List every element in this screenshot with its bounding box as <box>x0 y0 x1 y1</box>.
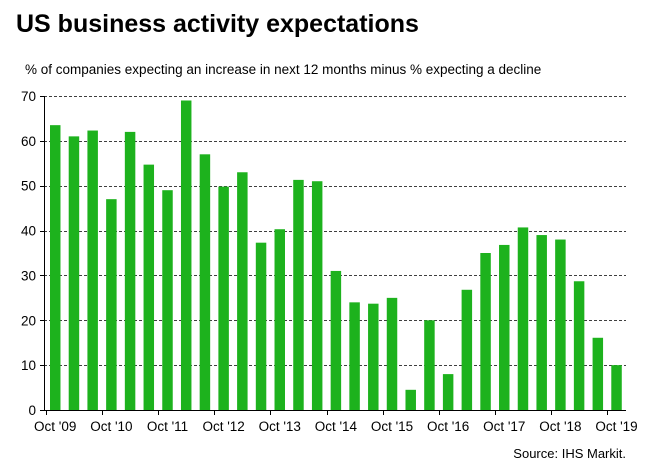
y-tick-label: 50 <box>21 179 36 194</box>
bars <box>50 100 622 411</box>
bar <box>461 289 473 410</box>
x-tick-label: Oct '13 <box>259 419 301 434</box>
bar <box>143 164 155 410</box>
bar <box>480 253 491 410</box>
bar <box>517 227 529 410</box>
bar <box>87 130 98 411</box>
bar <box>386 297 398 410</box>
bar <box>274 229 285 410</box>
bar <box>68 136 80 410</box>
bar <box>424 320 435 410</box>
y-tick-label: 60 <box>21 134 36 149</box>
bar <box>330 270 342 410</box>
y-tick-label: 70 <box>21 89 36 104</box>
y-tick-label: 30 <box>21 268 36 283</box>
y-tick-label: 10 <box>21 358 36 373</box>
chart-subtitle: % of companies expecting an increase in … <box>25 62 542 77</box>
bar <box>237 172 248 410</box>
bar <box>50 125 61 410</box>
bar <box>255 242 267 410</box>
bar <box>293 179 304 410</box>
bar <box>573 281 585 410</box>
axes <box>40 96 626 415</box>
bar <box>499 244 510 410</box>
x-tick-label: Oct '09 <box>34 419 76 434</box>
bar <box>124 131 136 410</box>
bar <box>311 181 323 410</box>
x-tick-label: Oct '15 <box>371 419 413 434</box>
bar <box>368 303 379 410</box>
x-tick-label: Oct '12 <box>202 419 244 434</box>
bar <box>180 100 192 411</box>
x-tick-label: Oct '10 <box>90 419 132 434</box>
bar <box>611 365 622 410</box>
bar <box>162 190 173 410</box>
y-tick-label: 20 <box>21 313 36 328</box>
bar <box>199 154 211 410</box>
bar <box>442 374 454 410</box>
bar <box>405 389 416 410</box>
bar <box>592 337 604 410</box>
y-tick-label: 40 <box>21 224 36 239</box>
bar <box>349 302 360 410</box>
bar <box>536 235 547 410</box>
source-note: Source: IHS Markit. <box>513 446 626 461</box>
x-tick-label: Oct '14 <box>315 419 358 434</box>
x-tick-label: Oct '11 <box>147 419 188 434</box>
bar <box>555 239 566 410</box>
bar <box>106 199 117 410</box>
x-tick-labels: Oct '09 Oct '10 Oct '11 Oct '12 Oct '13 Oct '… <box>34 419 638 434</box>
x-tick-label: Oct '18 <box>539 419 581 434</box>
x-tick-label: Oct '19 <box>595 419 637 434</box>
bar <box>218 186 229 410</box>
y-tick-label: 0 <box>28 403 36 418</box>
y-tick-labels: 0 10 20 30 40 50 60 70 <box>21 89 36 418</box>
x-tick-label: Oct '16 <box>427 419 469 434</box>
x-tick-label: Oct '17 <box>483 419 525 434</box>
chart-title: US business activity expectations <box>16 10 419 38</box>
